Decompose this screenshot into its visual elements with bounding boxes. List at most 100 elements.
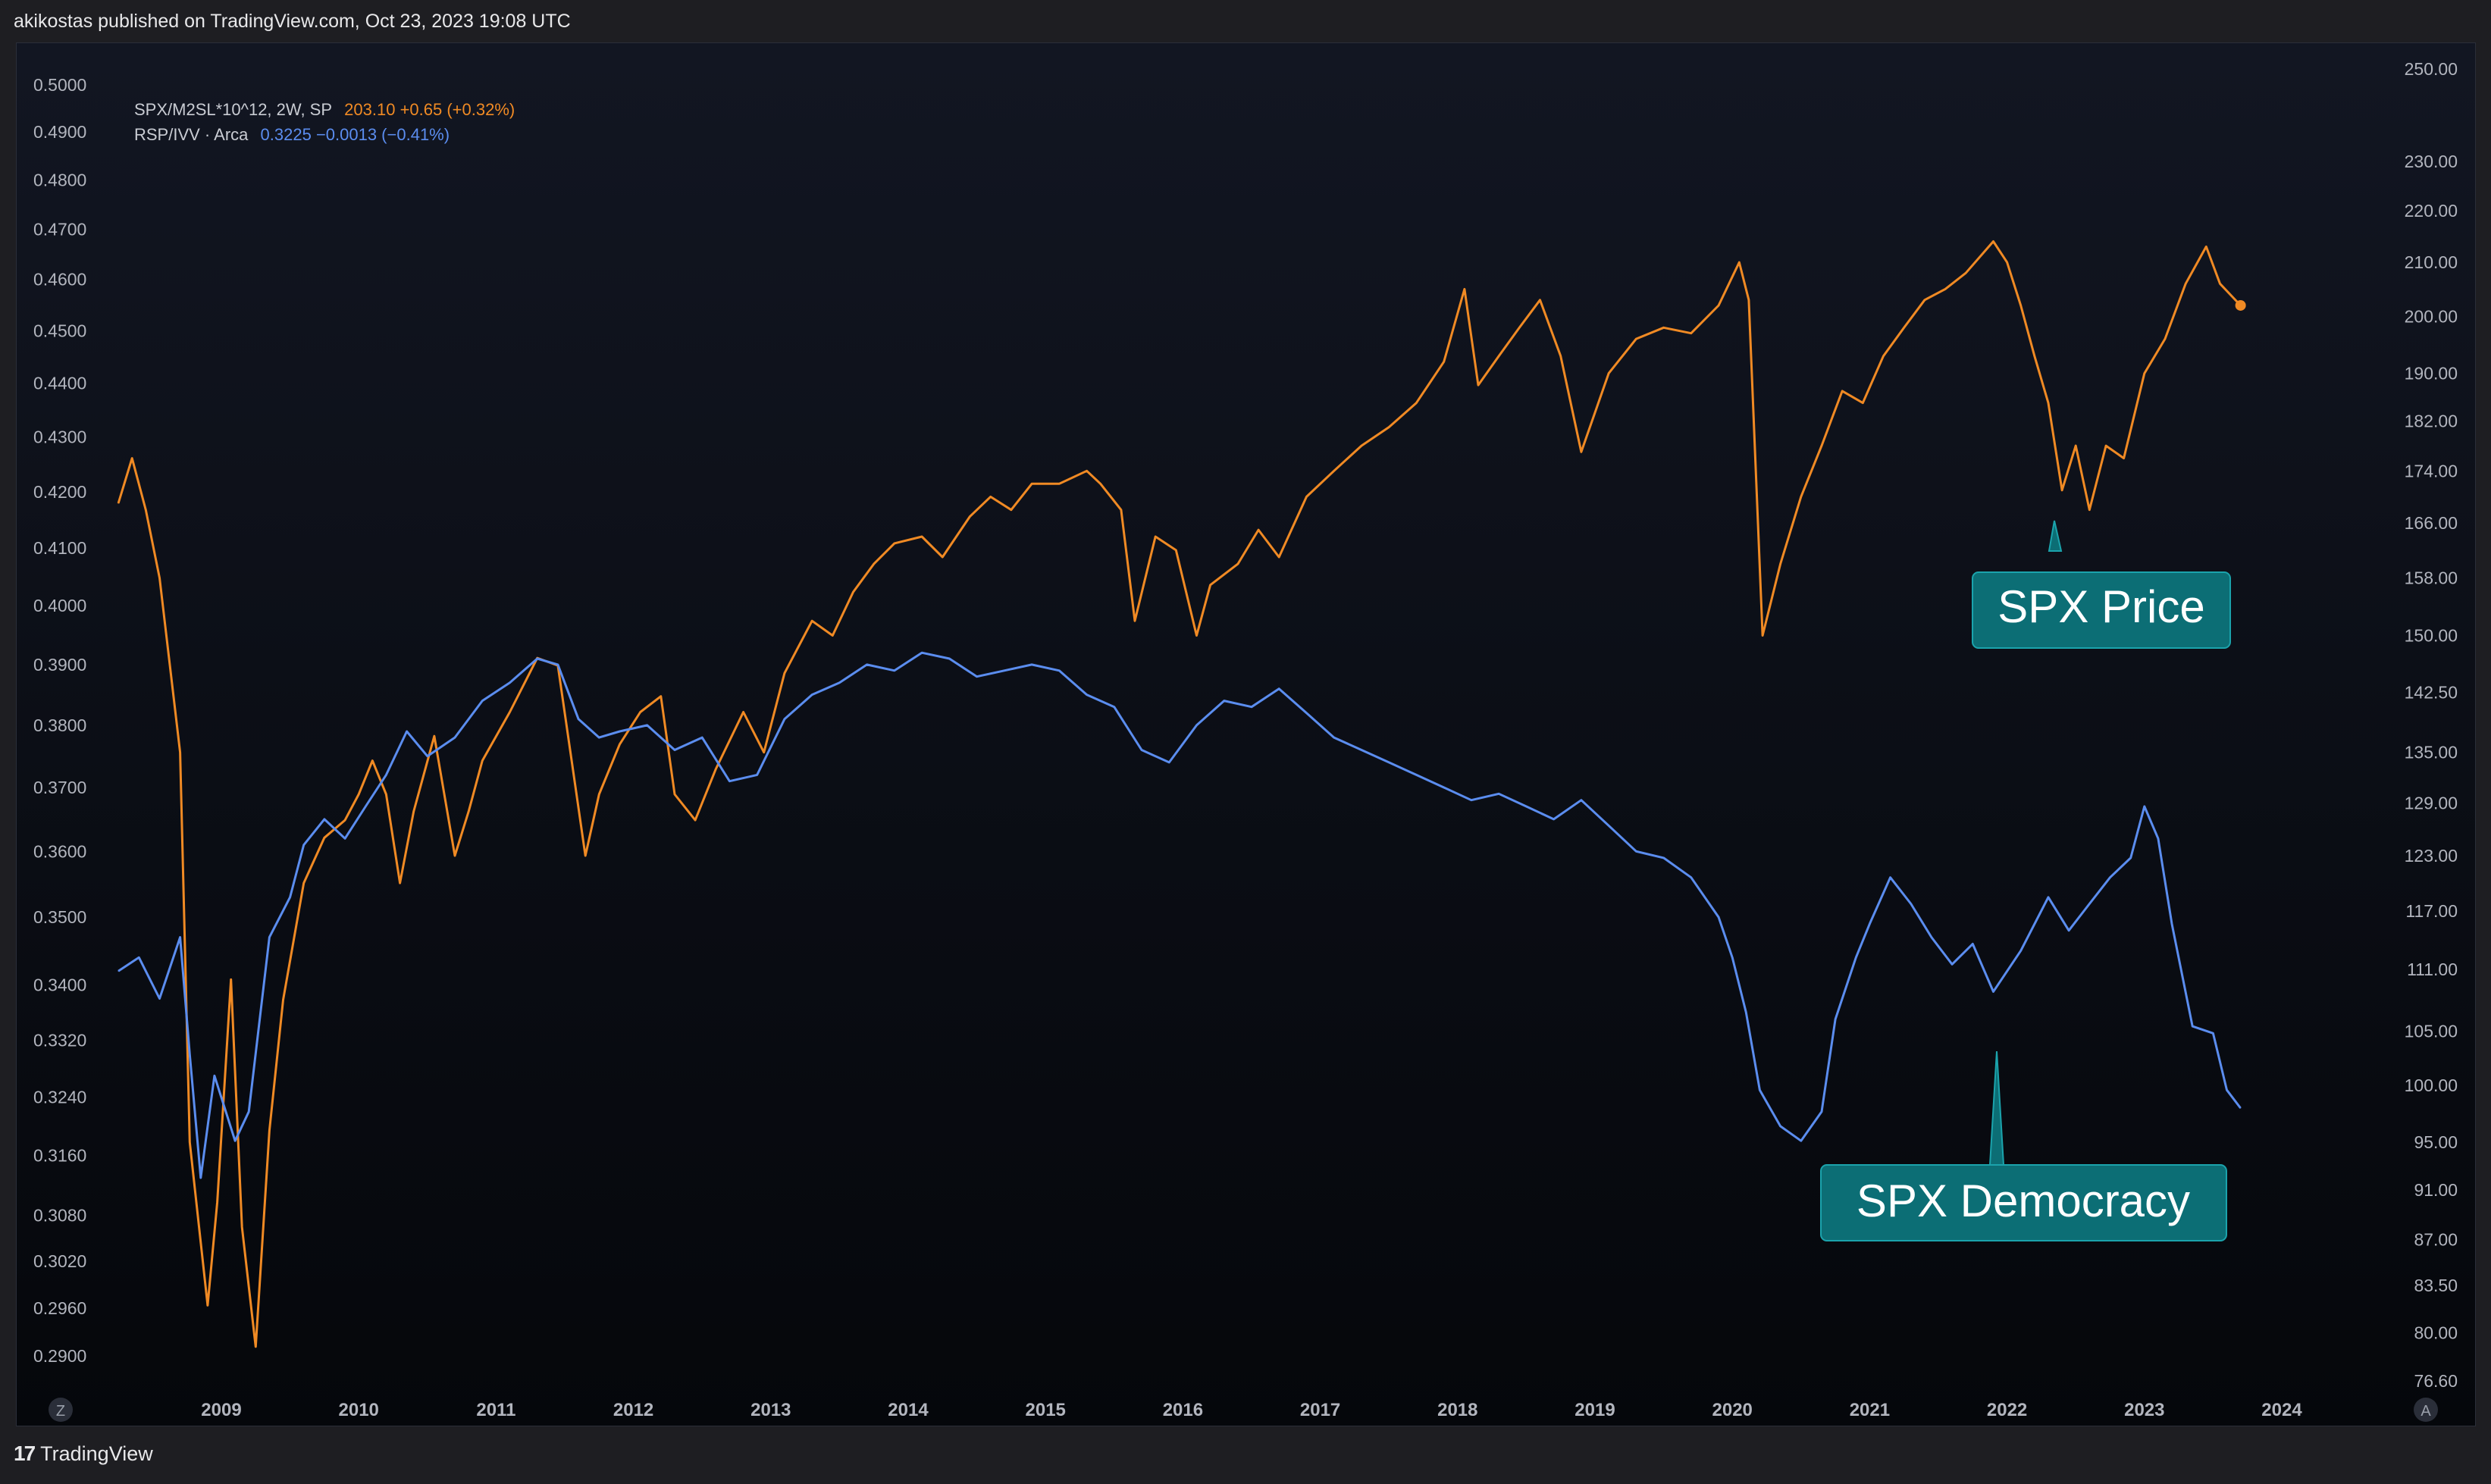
data-point bbox=[1518, 327, 1520, 328]
legend-change: +0.65 (+0.32%) bbox=[400, 100, 515, 119]
data-point bbox=[784, 672, 785, 674]
x-axis-tick: 2018 bbox=[1437, 1400, 1477, 1420]
left-scale-button[interactable]: Z bbox=[49, 1398, 73, 1422]
data-point bbox=[1992, 240, 1994, 243]
legend-row-spx[interactable]: SPX/M2SL*10^12, 2W, SP 203.10 +0.65 (+0.… bbox=[134, 97, 515, 122]
data-point bbox=[303, 844, 305, 846]
left-axis-tick: 0.4700 bbox=[33, 219, 86, 239]
right-axis-tick: 250.00 bbox=[2405, 59, 2458, 79]
annotation-text: SPX Democracy bbox=[1856, 1176, 2190, 1226]
left-axis-tick: 0.3700 bbox=[33, 778, 86, 797]
right-axis-tick: 100.00 bbox=[2405, 1075, 2458, 1095]
x-axis-tick: 2012 bbox=[613, 1400, 653, 1420]
data-point bbox=[1663, 857, 1665, 859]
annotation-spx-price[interactable]: SPX Price bbox=[1972, 520, 2231, 649]
data-point bbox=[1333, 737, 1335, 738]
data-point bbox=[1251, 706, 1252, 708]
data-point bbox=[1690, 877, 1692, 878]
left-axis-tick: 0.3160 bbox=[33, 1146, 86, 1166]
data-point bbox=[217, 1201, 218, 1203]
brand-name: TradingView bbox=[40, 1442, 153, 1465]
left-axis-tick: 0.3500 bbox=[33, 907, 86, 927]
right-axis-tick: 117.00 bbox=[2405, 901, 2458, 921]
tradingview-brand[interactable]: 17 TradingView bbox=[14, 1442, 153, 1466]
legend-value: 0.3225 bbox=[260, 125, 312, 144]
data-point bbox=[1731, 956, 1733, 958]
left-axis-tick: 0.4500 bbox=[33, 321, 86, 340]
data-point bbox=[1464, 288, 1465, 290]
annotation-spx-democracy[interactable]: SPX Democracy bbox=[1820, 1050, 2227, 1241]
data-point bbox=[303, 882, 305, 884]
x-axis-tick: 2021 bbox=[1850, 1400, 1890, 1420]
data-point bbox=[1278, 688, 1280, 690]
x-axis-tick: 2016 bbox=[1163, 1400, 1203, 1420]
x-axis-tick: 2013 bbox=[750, 1400, 791, 1420]
time-axis[interactable]: 2009 2010 2011 2012 2013 2014 2015 2016 2017 2018… bbox=[201, 1400, 2302, 1420]
publish-info: akikostas published on TradingView.com, … bbox=[14, 11, 571, 32]
spx-democracy-line[interactable] bbox=[118, 651, 2242, 1179]
x-axis-tick: 2019 bbox=[1574, 1400, 1615, 1420]
data-point bbox=[1759, 1089, 1760, 1091]
right-axis-tick: 129.00 bbox=[2405, 793, 2458, 812]
data-point bbox=[1780, 563, 1781, 565]
data-point bbox=[598, 737, 600, 738]
legend-row-rsp[interactable]: RSP/IVV · Arca 0.3225 −0.0013 (−0.41%) bbox=[134, 122, 515, 147]
data-point bbox=[371, 760, 373, 762]
x-axis-tick: 2024 bbox=[2261, 1400, 2302, 1420]
left-price-axis[interactable]: 0.5000 0.4900 0.4800 0.4700 0.4600 0.4500 0.44… bbox=[33, 75, 86, 1366]
data-point bbox=[852, 591, 854, 593]
chart-panel[interactable]: 0.5000 0.4900 0.4800 0.4700 0.4600 0.4500 0.44… bbox=[16, 42, 2476, 1426]
data-point bbox=[1745, 1012, 1747, 1013]
left-axis-tick: 0.5000 bbox=[33, 75, 86, 95]
data-point bbox=[481, 700, 483, 702]
data-point bbox=[557, 664, 559, 665]
right-axis-tick: 210.00 bbox=[2405, 252, 2458, 272]
data-point bbox=[873, 563, 875, 565]
data-point bbox=[1120, 509, 1122, 511]
data-point bbox=[230, 978, 232, 980]
data-point bbox=[509, 682, 511, 684]
right-axis-tick: 182.00 bbox=[2405, 412, 2458, 431]
data-point bbox=[866, 664, 868, 665]
data-point bbox=[118, 502, 119, 504]
data-point bbox=[1992, 991, 1994, 992]
data-point bbox=[838, 682, 840, 684]
data-point bbox=[921, 536, 923, 537]
data-point bbox=[2212, 1032, 2214, 1034]
data-point bbox=[344, 837, 346, 839]
right-axis-tick: 158.00 bbox=[2405, 568, 2458, 588]
tradingview-logo-icon: 17 bbox=[14, 1442, 36, 1465]
left-axis-tick: 0.4100 bbox=[33, 538, 86, 558]
auto-scale-label: A bbox=[2420, 1403, 2431, 1420]
data-point bbox=[1910, 903, 1912, 905]
legend: SPX/M2SL*10^12, 2W, SP 203.10 +0.65 (+0.… bbox=[134, 97, 515, 147]
right-price-axis[interactable]: 250.00 230.00 220.00 210.00 200.00 190.00 182.… bbox=[2405, 59, 2458, 1391]
data-point bbox=[1869, 923, 1870, 925]
data-point bbox=[1635, 850, 1637, 852]
right-axis-tick: 87.00 bbox=[2414, 1230, 2458, 1250]
data-point bbox=[2088, 509, 2090, 511]
data-point bbox=[468, 811, 469, 812]
data-point bbox=[763, 752, 765, 753]
left-axis-tick: 0.3600 bbox=[33, 841, 86, 861]
right-axis-tick: 111.00 bbox=[2407, 960, 2458, 979]
legend-value: 203.10 bbox=[344, 100, 396, 119]
data-point bbox=[2205, 246, 2207, 247]
data-point bbox=[1841, 390, 1843, 392]
annotation-box bbox=[1972, 571, 2231, 649]
legend-label: SPX/M2SL*10^12, 2W, SP bbox=[134, 100, 333, 119]
data-point bbox=[1944, 288, 1946, 290]
auto-scale-button[interactable]: A bbox=[2414, 1398, 2438, 1422]
data-point bbox=[2034, 355, 2035, 357]
left-axis-tick: 0.4200 bbox=[33, 482, 86, 502]
left-axis-tick: 0.4300 bbox=[33, 427, 86, 446]
data-point bbox=[948, 658, 950, 659]
annotation-text: SPX Price bbox=[1998, 581, 2204, 632]
chart-canvas[interactable]: 0.5000 0.4900 0.4800 0.4700 0.4600 0.4500 0.44… bbox=[17, 43, 2477, 1427]
spx-price-line[interactable] bbox=[117, 240, 2242, 1348]
data-point bbox=[1882, 355, 1885, 357]
data-point bbox=[1477, 384, 1479, 386]
x-axis-tick: 2010 bbox=[339, 1400, 379, 1420]
data-point bbox=[214, 1075, 215, 1076]
data-point bbox=[1931, 937, 1932, 938]
